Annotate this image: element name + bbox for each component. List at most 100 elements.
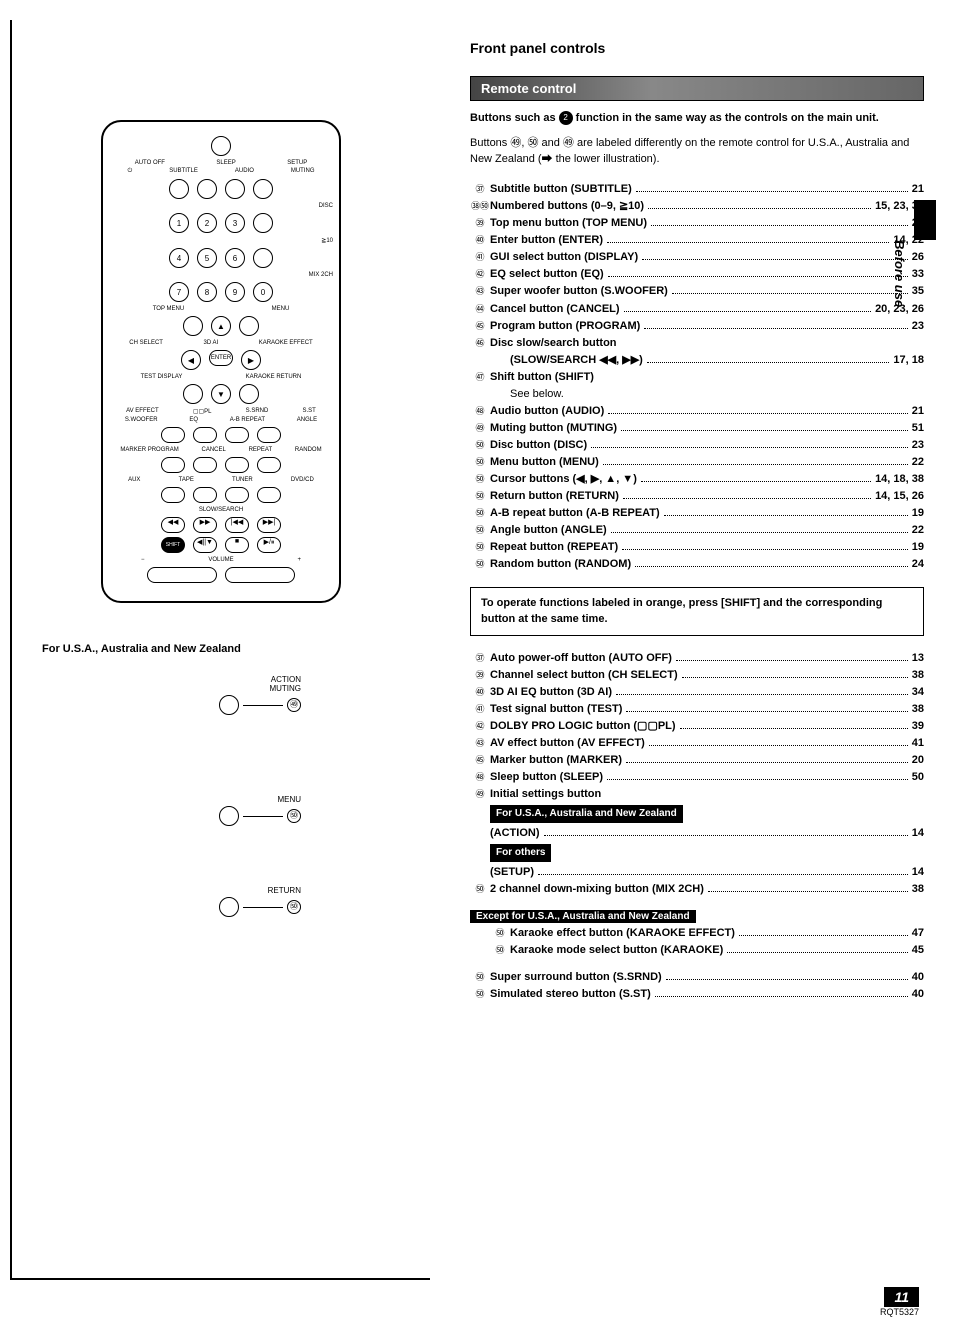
label: (ACTION) — [490, 825, 540, 842]
lbl: DVD/CD — [291, 477, 314, 483]
lbl: EQ — [189, 417, 198, 423]
callout: ㊾ — [287, 698, 301, 712]
subsection-header: Remote control — [470, 76, 924, 101]
list-item: ㊶Test signal button (TEST)38 — [470, 701, 924, 718]
ref: 14 — [912, 864, 924, 881]
lbl: ≧10 — [109, 237, 333, 244]
variant-diagram: ACTIONMUTING ㊾ MENU ㊿ RETURN ㊿ — [121, 675, 321, 917]
left-column: AUTO OFF SLEEP SETUP ⏻ SUBTITLE AUDIO MU… — [10, 20, 430, 1280]
page-title: Front panel controls — [470, 40, 924, 56]
lbl: AUDIO — [235, 168, 254, 175]
list-item: ㊺Program button (PROGRAM)23 — [470, 318, 924, 335]
intro-line1: Buttons such as 2 function in the same w… — [470, 111, 924, 126]
list-item: ㊸AV effect button (AV EFFECT)41 — [470, 735, 924, 752]
list-item: ㊽Sleep button (SLEEP)50 — [470, 769, 924, 786]
lbl: S.WOOFER — [125, 417, 158, 423]
button-list-1: ㊲Subtitle button (SUBTITLE)21㊳㊿Numbered … — [470, 181, 924, 573]
list-item: ㊵Enter button (ENTER)14, 22 — [470, 232, 924, 249]
list-item: ㊶GUI select button (DISPLAY)26 — [470, 249, 924, 266]
lbl: AV EFFECT — [126, 408, 159, 415]
ref: 14 — [912, 825, 924, 842]
lbl: RANDOM — [295, 447, 322, 453]
list-item: ㊾Muting button (MUTING)51 — [470, 420, 924, 437]
lbl: SLOW/SEARCH — [199, 507, 243, 513]
lbl: MARKER PROGRAM — [120, 447, 178, 453]
lbl: SLEEP — [216, 160, 235, 166]
list-item: ㊼Shift button (SHIFT) — [470, 369, 924, 386]
lbl: 3D AI — [203, 340, 218, 346]
list-item: ㊳㊿Numbered buttons (0–9, ≧10)15, 23, 30 — [470, 198, 924, 215]
lbl: A-B REPEAT — [230, 417, 265, 423]
lbl: AUX — [128, 477, 140, 483]
lbl: ENTER — [209, 350, 233, 366]
lbl: SETUP — [287, 160, 307, 166]
list-item: ㊴Top menu button (TOP MENU)22 — [470, 215, 924, 232]
region-block: For U.S.A., Australia and New Zealand (A… — [470, 803, 924, 880]
callout: ㊿ — [287, 809, 301, 823]
button-list-2: ㊲Auto power-off button (AUTO OFF)13㊴Chan… — [470, 650, 924, 803]
lbl: MIX 2CH — [109, 272, 333, 278]
list-item: ㊷DOLBY PRO LOGIC button (▢▢PL)39 — [470, 718, 924, 735]
callout: ㊿ — [287, 900, 301, 914]
right-column: Front panel controls Remote control Butt… — [430, 20, 924, 1280]
list-item: ㊴Channel select button (CH SELECT)38 — [470, 667, 924, 684]
label: (SETUP) — [490, 864, 534, 881]
list-item: ㊾Initial settings button — [470, 786, 924, 803]
except-list: ㊿Karaoke effect button (KARAOKE EFFECT)4… — [470, 925, 924, 959]
variant-caption: For U.S.A., Australia and New Zealand — [42, 643, 420, 655]
page-footer: 11 RQT5327 — [880, 1289, 919, 1317]
region-tag: For U.S.A., Australia and New Zealand — [490, 805, 683, 823]
intro-line2: Buttons ㊾, ㊿ and ㊾ are labeled different… — [470, 136, 924, 167]
lbl: SUBTITLE — [169, 168, 198, 175]
side-tab: Before use — [892, 240, 907, 307]
lbl: KARAOKE RETURN — [246, 374, 302, 380]
lbl: ANGLE — [297, 417, 317, 423]
lbl: MENU — [121, 795, 301, 804]
txt: function in the same way as the controls… — [573, 112, 879, 124]
list-item: ㊿Super surround button (S.SRND)40 — [470, 969, 924, 986]
lbl: CH SELECT — [129, 340, 163, 346]
list-item: ㊿Random button (RANDOM)24 — [470, 556, 924, 573]
lbl: REPEAT — [249, 447, 273, 453]
lbl: S.SRND — [246, 408, 269, 415]
list-item: ㊿Karaoke effect button (KARAOKE EFFECT)4… — [470, 925, 924, 942]
except-tag: Except for U.S.A., Australia and New Zea… — [470, 910, 696, 923]
list-item: ㊸Super woofer button (S.WOOFER)35 — [470, 283, 924, 300]
button-list-3: ㊿Super surround button (S.SRND)40㊿Simula… — [470, 969, 924, 1003]
list-item: ㊿2 channel down-mixing button (MIX 2CH)3… — [470, 881, 924, 898]
txt: Buttons such as — [470, 112, 559, 124]
page-number: 11 — [884, 1287, 919, 1307]
lbl: MENU — [272, 306, 290, 312]
shift-note-box: To operate functions labeled in orange, … — [470, 587, 924, 636]
list-item: ㊿Cursor buttons (◀, ▶, ▲, ▼)14, 18, 38 — [470, 471, 924, 488]
lbl: DISC — [109, 203, 333, 209]
list-item: ㊿Angle button (ANGLE)22 — [470, 522, 924, 539]
list-item: ㊿Return button (RETURN)14, 15, 26 — [470, 488, 924, 505]
lbl: TUNER — [232, 477, 253, 483]
lbl: ▢▢PL — [193, 408, 212, 415]
lbl: SHIFT — [161, 537, 185, 553]
list-item: ㊿Disc button (DISC)23 — [470, 437, 924, 454]
list-item: ㊽Audio button (AUDIO)21 — [470, 403, 924, 420]
list-item: ㊻Disc slow/search button — [470, 335, 924, 352]
lbl: TOP MENU — [153, 306, 184, 312]
list-item: ㊹Cancel button (CANCEL)20, 23, 26 — [470, 301, 924, 318]
list-item: ㊺Marker button (MARKER)20 — [470, 752, 924, 769]
list-item: ㊿Karaoke mode select button (KARAOKE)45 — [470, 942, 924, 959]
list-item: ㊵3D AI EQ button (3D AI)34 — [470, 684, 924, 701]
list-item: ㊿A-B repeat button (A-B REPEAT)19 — [470, 505, 924, 522]
doc-code: RQT5327 — [880, 1307, 919, 1317]
lbl: VOLUME — [208, 557, 233, 563]
lbl: RETURN — [121, 886, 301, 895]
region-tag: For others — [490, 844, 551, 862]
list-item: See below. — [470, 386, 924, 403]
list-item: ㊿Menu button (MENU)22 — [470, 454, 924, 471]
list-item: ㊲Subtitle button (SUBTITLE)21 — [470, 181, 924, 198]
lbl: AUTO OFF — [135, 160, 165, 166]
lbl: S.ST — [303, 408, 316, 415]
side-marker — [914, 200, 936, 240]
button-list-2b: ㊿2 channel down-mixing button (MIX 2CH)3… — [470, 881, 924, 898]
lbl: MUTING — [291, 168, 315, 175]
lbl: TAPE — [179, 477, 194, 483]
list-item: (SLOW/SEARCH ◀◀, ▶▶)17, 18 — [470, 352, 924, 369]
